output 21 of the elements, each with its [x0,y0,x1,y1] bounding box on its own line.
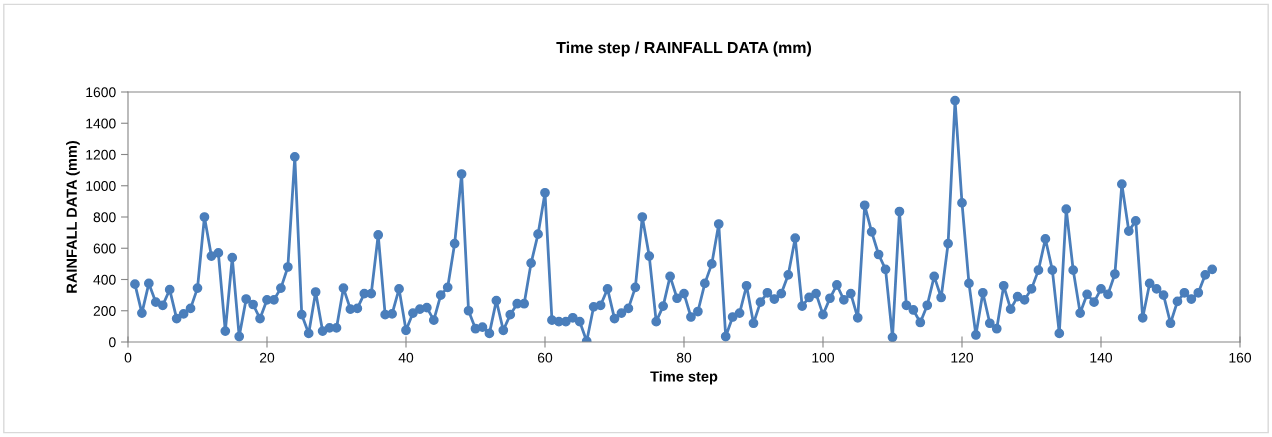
y-tick-label: 400 [93,274,116,285]
x-tick-label: 0 [124,352,132,363]
y-tick-label: 800 [93,212,116,223]
x-tick-label: 120 [951,352,974,363]
y-tick-label: 1000 [86,181,116,191]
x-axis-title: Time step [650,370,718,385]
y-tick-label: 0 [109,337,116,348]
x-tick-label: 60 [537,352,553,363]
chart-title: Time step / RAINFALL DATA (mm) [556,41,812,57]
x-tick-label: 40 [398,352,414,363]
y-tick-label: 600 [93,243,116,254]
y-axis-title: RAINFALL DATA (mm) [66,141,80,293]
y-tick-label: 1600 [86,87,116,98]
x-tick-label: 140 [1090,352,1113,363]
x-tick-label: 80 [676,352,692,363]
x-tick-label: 160 [1229,352,1252,363]
x-tick-label: 100 [812,352,835,363]
y-tick-label: 1200 [86,149,116,160]
x-tick-label: 20 [259,352,275,363]
y-tick-label: 200 [93,306,116,316]
y-tick-label: 1400 [86,118,116,129]
